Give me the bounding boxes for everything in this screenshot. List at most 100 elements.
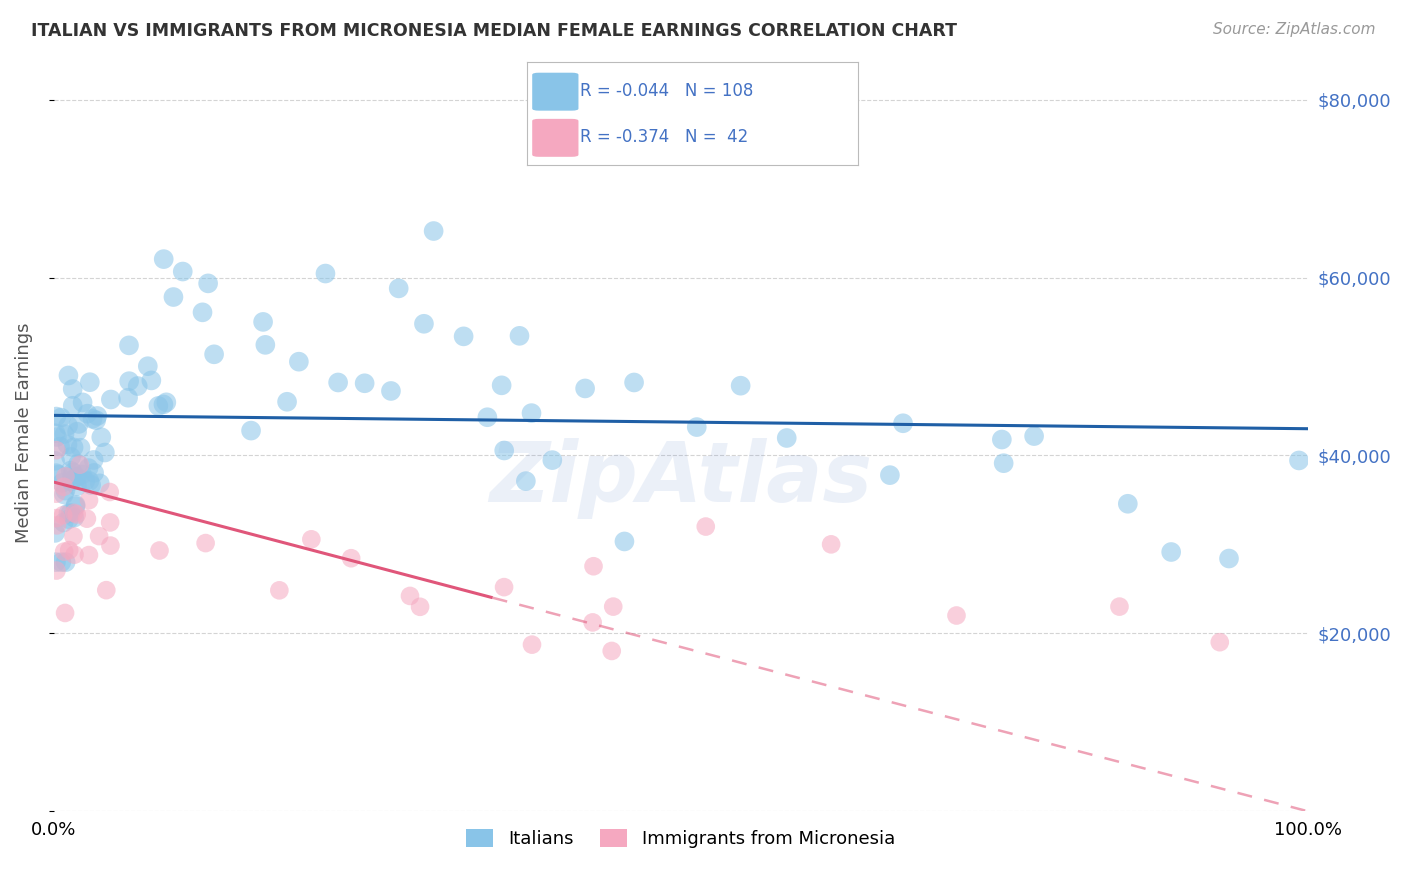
Point: [197, 277, 219, 291]
Point: [613, 534, 636, 549]
Point: [46, 467, 69, 482]
Point: [96, 583, 118, 598]
Point: [76, 511, 98, 525]
Point: [87, 529, 110, 543]
Point: [65, 498, 87, 512]
Point: [75, 474, 97, 488]
Point: [65, 499, 87, 513]
Point: [67, 457, 90, 471]
Text: ZipAtlas: ZipAtlas: [489, 438, 872, 519]
Point: [66, 425, 89, 439]
Point: [45, 486, 67, 500]
Point: [66, 508, 89, 522]
Point: [59, 464, 82, 478]
Point: [879, 468, 901, 483]
Point: [49, 410, 72, 425]
Point: [62, 465, 84, 479]
Point: [45, 518, 67, 533]
Point: [52, 487, 75, 501]
Point: [623, 376, 645, 390]
Point: [340, 551, 363, 566]
Point: [69, 441, 91, 455]
Point: [63, 510, 86, 524]
Point: [269, 583, 291, 598]
Point: [45, 564, 67, 578]
Point: [76, 407, 98, 421]
Point: [191, 305, 214, 319]
Point: [118, 338, 141, 352]
Point: [422, 224, 444, 238]
FancyBboxPatch shape: [533, 73, 578, 111]
Point: [100, 392, 122, 407]
Point: [520, 638, 543, 652]
Point: [45, 426, 67, 441]
Point: [194, 536, 217, 550]
Text: Source: ZipAtlas.com: Source: ZipAtlas.com: [1212, 22, 1375, 37]
Point: [491, 378, 513, 392]
Point: [240, 424, 263, 438]
Point: [991, 433, 1014, 447]
Point: [118, 374, 141, 388]
Point: [820, 537, 842, 551]
Point: [51, 555, 73, 569]
Point: [89, 476, 111, 491]
Point: [299, 533, 322, 547]
Point: [63, 506, 86, 520]
Point: [162, 290, 184, 304]
Point: [45, 466, 67, 480]
Point: [409, 599, 432, 614]
Point: [62, 441, 84, 455]
Point: [515, 474, 537, 488]
Point: [52, 516, 75, 530]
Point: [152, 397, 174, 411]
Point: [45, 511, 67, 525]
Point: [77, 548, 100, 562]
Point: [77, 493, 100, 508]
Point: [1022, 429, 1045, 443]
Point: [254, 338, 277, 352]
Point: [276, 394, 298, 409]
Point: [58, 543, 80, 558]
Point: [79, 375, 101, 389]
Point: [100, 539, 122, 553]
Point: [83, 466, 105, 480]
Point: [53, 427, 76, 442]
Point: [66, 479, 89, 493]
Point: [52, 508, 75, 523]
Point: [66, 470, 89, 484]
Point: [686, 420, 709, 434]
Point: [1108, 599, 1130, 614]
Point: [55, 483, 77, 498]
Point: [98, 485, 121, 500]
Point: [326, 376, 349, 390]
Point: [891, 417, 914, 431]
Point: [520, 406, 543, 420]
Point: [993, 456, 1015, 470]
Point: [152, 252, 174, 266]
FancyBboxPatch shape: [533, 119, 578, 157]
Point: [1209, 635, 1232, 649]
Point: [399, 589, 422, 603]
Point: [582, 615, 605, 630]
Text: R = -0.044   N = 108: R = -0.044 N = 108: [581, 82, 754, 100]
Point: [84, 413, 107, 427]
Point: [90, 430, 112, 444]
Point: [98, 516, 121, 530]
Point: [52, 480, 75, 494]
Point: [86, 409, 108, 423]
Point: [148, 543, 170, 558]
Point: [695, 519, 717, 533]
Text: R = -0.374   N =  42: R = -0.374 N = 42: [581, 128, 748, 146]
Point: [51, 475, 73, 490]
Point: [62, 399, 84, 413]
Point: [62, 382, 84, 396]
Point: [82, 412, 104, 426]
Point: [60, 475, 83, 489]
Legend: Italians, Immigrants from Micronesia: Italians, Immigrants from Micronesia: [458, 822, 903, 855]
Point: [45, 443, 67, 458]
Point: [58, 506, 80, 520]
Point: [288, 354, 311, 368]
Point: [776, 431, 799, 445]
Point: [117, 391, 139, 405]
Point: [413, 317, 436, 331]
